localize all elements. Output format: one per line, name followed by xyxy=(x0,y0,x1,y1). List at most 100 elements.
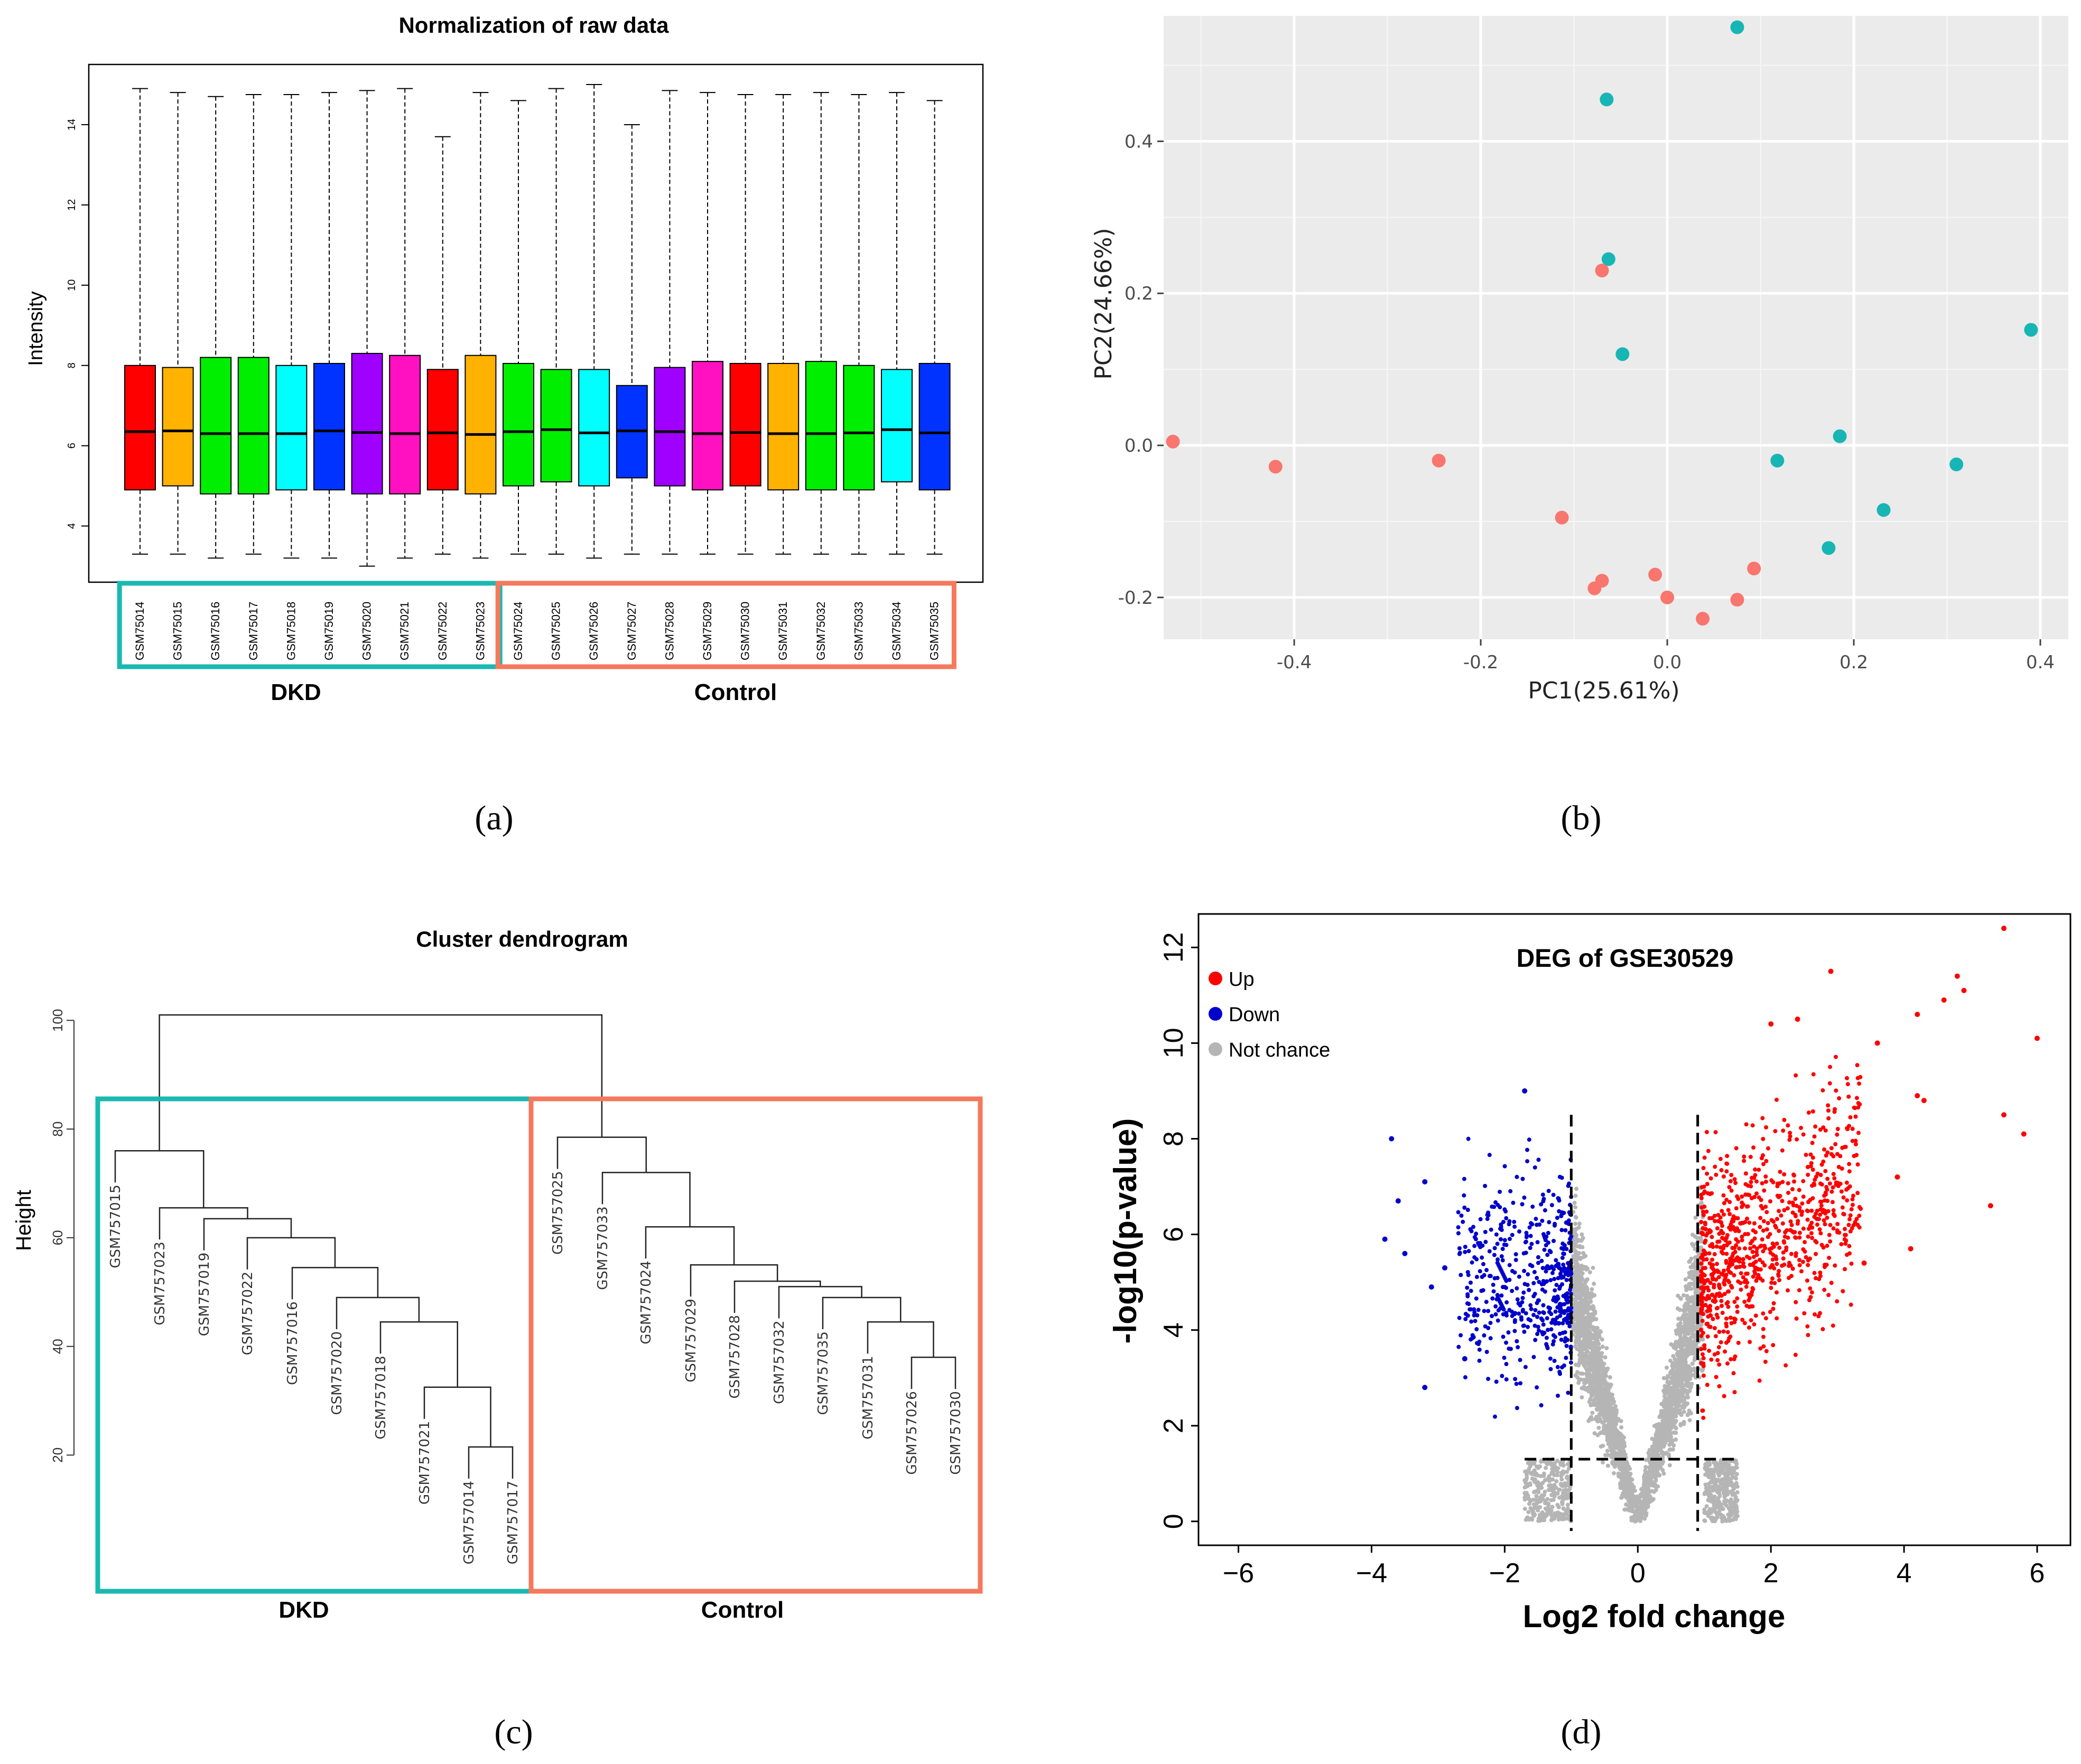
point-not-significant xyxy=(1708,1507,1713,1511)
point-not-significant xyxy=(1536,1482,1540,1487)
point-up xyxy=(1846,1094,1851,1099)
point-down xyxy=(1507,1237,1512,1242)
point-down xyxy=(1476,1308,1481,1312)
point-up xyxy=(1809,1290,1814,1295)
point-not-significant xyxy=(1719,1506,1724,1510)
point-up xyxy=(1758,1225,1762,1229)
point-down xyxy=(1502,1207,1507,1212)
point-up xyxy=(1718,1340,1723,1345)
point-not-significant xyxy=(1592,1374,1597,1378)
point-up xyxy=(1788,1134,1792,1138)
point-not-significant xyxy=(1627,1477,1631,1481)
pca-point xyxy=(1555,510,1569,525)
point-up xyxy=(1802,1311,1807,1315)
point-up xyxy=(1727,1200,1732,1205)
point-not-significant xyxy=(1580,1245,1585,1249)
point-not-significant xyxy=(1576,1237,1581,1242)
box xyxy=(351,352,383,494)
point-down xyxy=(1487,1153,1492,1158)
point-not-significant xyxy=(1642,1487,1647,1491)
point-not-significant xyxy=(1677,1400,1681,1405)
point-down xyxy=(1499,1237,1503,1242)
point-up xyxy=(1785,1228,1789,1233)
point-down xyxy=(1545,1279,1549,1284)
point-not-significant xyxy=(1608,1392,1612,1396)
point-down xyxy=(1528,1234,1533,1238)
point-not-significant xyxy=(1734,1472,1739,1477)
sample-label: GSM75020 xyxy=(360,602,374,660)
sample-label: GSM75021 xyxy=(398,602,411,660)
point-down xyxy=(1512,1329,1517,1333)
point-up xyxy=(1835,1228,1840,1233)
point-up xyxy=(1817,1227,1822,1232)
point-not-significant xyxy=(1630,1482,1634,1487)
pca-point xyxy=(1770,453,1785,468)
point-up xyxy=(1813,1312,1817,1317)
axes: -0.4 -0.2 0.0 0.2 0.4-0.20.00.20.4 xyxy=(1118,131,2055,673)
point-not-significant xyxy=(1565,1502,1570,1507)
dendrogram-tree xyxy=(114,1014,956,1479)
point-not-significant xyxy=(1579,1352,1584,1357)
point-down xyxy=(1462,1177,1466,1181)
point-up xyxy=(1771,1306,1776,1311)
point-down xyxy=(1568,1360,1573,1365)
sample-label: GSM75017 xyxy=(247,602,260,660)
point-not-significant xyxy=(1688,1258,1693,1263)
point-up xyxy=(1733,1181,1738,1186)
point-not-significant xyxy=(1594,1407,1599,1412)
leaf-label: GSM757026 xyxy=(904,1391,920,1474)
y-tick-label: 0.2 xyxy=(1125,283,1153,304)
point-down xyxy=(1511,1200,1516,1205)
point-not-significant xyxy=(1642,1509,1647,1514)
point-down xyxy=(1484,1300,1489,1304)
point-not-significant xyxy=(1535,1506,1540,1511)
point-not-significant xyxy=(1574,1362,1578,1367)
point-not-significant xyxy=(1590,1317,1595,1322)
point-up xyxy=(1703,1240,1707,1245)
point-up xyxy=(1801,1247,1806,1252)
point-up xyxy=(1797,1288,1801,1293)
point-up xyxy=(1781,1239,1786,1244)
point-not-significant xyxy=(1661,1444,1666,1449)
point-not-significant xyxy=(1526,1510,1531,1515)
point-not-significant xyxy=(1676,1382,1681,1387)
point-not-significant xyxy=(1549,1518,1554,1523)
point-not-significant xyxy=(1690,1242,1695,1246)
point-up xyxy=(1764,1349,1769,1354)
point-up xyxy=(1797,1208,1802,1213)
point-down xyxy=(1544,1266,1548,1271)
point-not-significant xyxy=(1680,1348,1685,1353)
point-up xyxy=(1708,1244,1713,1248)
point-not-significant xyxy=(1688,1335,1693,1340)
point-not-significant xyxy=(1683,1339,1687,1344)
point-not-significant xyxy=(1573,1243,1578,1248)
point-not-significant xyxy=(1685,1389,1690,1394)
point-not-significant xyxy=(1566,1516,1571,1520)
point-not-significant xyxy=(1573,1344,1578,1349)
point-down xyxy=(1561,1251,1566,1256)
point-down xyxy=(1462,1205,1467,1210)
pca-point xyxy=(1166,434,1180,449)
point-up xyxy=(1855,1063,1860,1068)
point-up xyxy=(1781,1250,1786,1255)
point-up xyxy=(1760,1278,1765,1283)
point-up xyxy=(1805,1278,1809,1283)
point-up xyxy=(1786,1288,1790,1293)
point-down xyxy=(1501,1334,1506,1339)
point-down xyxy=(1531,1281,1536,1285)
point-up xyxy=(1822,1218,1826,1222)
point-up xyxy=(1792,1179,1797,1184)
point-down xyxy=(1486,1326,1491,1330)
point-down xyxy=(1534,1217,1538,1221)
point-up xyxy=(1839,1242,1844,1247)
point-not-significant xyxy=(1676,1293,1680,1298)
point-not-significant xyxy=(1725,1468,1730,1473)
point-not-significant xyxy=(1562,1512,1567,1517)
point-down xyxy=(1535,1332,1540,1337)
dendrogram-link xyxy=(556,1136,647,1173)
point-down xyxy=(1456,1345,1461,1349)
box xyxy=(654,367,686,487)
point-down xyxy=(1547,1248,1552,1253)
point-up xyxy=(1707,1348,1712,1353)
